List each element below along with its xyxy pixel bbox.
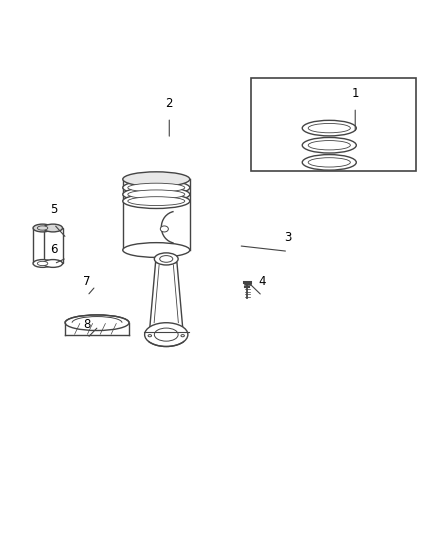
Ellipse shape (154, 253, 178, 265)
Ellipse shape (65, 315, 129, 330)
Ellipse shape (123, 172, 190, 187)
Ellipse shape (33, 224, 52, 232)
Ellipse shape (128, 197, 185, 206)
Ellipse shape (308, 141, 350, 150)
Ellipse shape (43, 224, 63, 232)
Text: 1: 1 (351, 86, 359, 100)
Polygon shape (33, 228, 52, 263)
Text: 5: 5 (50, 203, 57, 216)
Ellipse shape (43, 260, 63, 268)
Ellipse shape (123, 187, 190, 202)
Text: 7: 7 (83, 275, 91, 288)
Ellipse shape (148, 335, 152, 337)
Ellipse shape (123, 180, 190, 195)
Text: 4: 4 (258, 275, 266, 288)
Ellipse shape (123, 193, 190, 208)
Bar (251, 78, 416, 172)
Ellipse shape (302, 138, 356, 153)
Ellipse shape (308, 124, 350, 133)
Text: 3: 3 (285, 231, 292, 244)
Ellipse shape (181, 335, 184, 337)
Ellipse shape (37, 261, 48, 265)
Polygon shape (43, 228, 63, 263)
Ellipse shape (123, 243, 190, 257)
Ellipse shape (160, 226, 168, 232)
Text: 8: 8 (83, 318, 91, 330)
Ellipse shape (128, 183, 185, 192)
Text: 2: 2 (166, 96, 173, 109)
Ellipse shape (154, 328, 178, 341)
Ellipse shape (160, 256, 173, 262)
Text: 6: 6 (50, 243, 57, 256)
Ellipse shape (302, 155, 356, 170)
Ellipse shape (308, 158, 350, 167)
Ellipse shape (145, 322, 188, 346)
Ellipse shape (37, 226, 48, 230)
Ellipse shape (302, 120, 356, 136)
Polygon shape (150, 263, 183, 327)
Polygon shape (123, 179, 190, 250)
Ellipse shape (128, 190, 185, 199)
Ellipse shape (33, 260, 52, 268)
